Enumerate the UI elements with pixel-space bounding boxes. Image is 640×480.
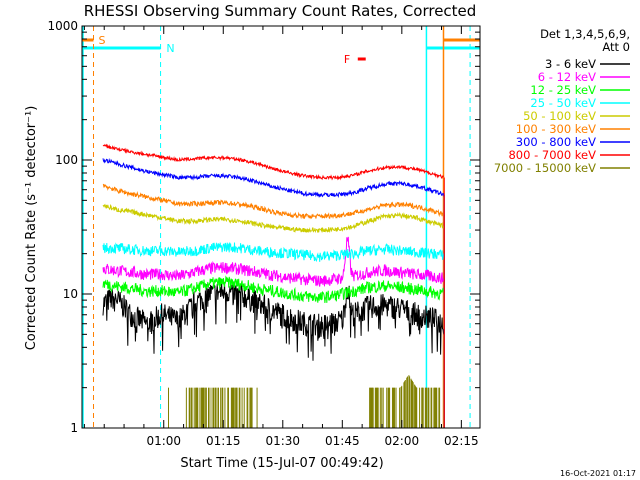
x-tick-label: 02:15 (444, 434, 479, 448)
x-tick-label: 01:15 (206, 434, 241, 448)
y-tick-label: 100 (55, 153, 78, 167)
legend-label: 12 - 25 keV (530, 83, 596, 97)
legend-label: 7000 - 15000 keV (494, 161, 596, 175)
x-tick-label: 01:00 (146, 434, 181, 448)
series-7000-15000keV (168, 375, 441, 428)
x-axis-ticks: 01:00 01:15 01:30 01:45 02:00 02:15 (83, 26, 479, 448)
plot-frame (81, 25, 481, 429)
x-tick-label: 02:00 (385, 434, 420, 448)
legend-label: 25 - 50 keV (530, 96, 596, 110)
legend-label: 800 - 7000 keV (508, 148, 596, 162)
legend-label: 6 - 12 keV (538, 70, 596, 84)
y-axis-ticks: 1 10 100 1000 (47, 19, 480, 435)
night-flag-label: N (166, 42, 174, 55)
plot-timestamp: 16-Oct-2021 01:17 (560, 469, 636, 478)
x-tick-label: 01:30 (265, 434, 300, 448)
saa-flag-label: S (99, 34, 106, 47)
legend-label: 50 - 100 keV (523, 109, 596, 123)
series-line (102, 157, 445, 199)
legend-header: Det 1,3,4,5,6,9, (540, 27, 630, 41)
series-line (102, 143, 444, 181)
chart-title: RHESSI Observing Summary Count Rates, Co… (84, 2, 477, 20)
series-line (102, 275, 445, 303)
series-line (102, 203, 445, 234)
y-tick-label: 10 (63, 287, 78, 301)
y-axis-label: Corrected Count Rate (s⁻¹ detector⁻¹) (24, 106, 39, 351)
legend-attenuator: Att 0 (602, 40, 630, 54)
series-800-7000keV (102, 143, 445, 428)
series-line (102, 236, 445, 287)
legend-label: 100 - 300 keV (516, 122, 596, 136)
x-tick-label: 01:45 (325, 434, 360, 448)
y-tick-label: 1 (70, 421, 78, 435)
flare-flag-label: F (344, 53, 350, 66)
plot-area: N S F (81, 25, 481, 429)
x-axis-label: Start Time (15-Jul-07 00:49:42) (180, 456, 383, 471)
legend-label: 3 - 6 keV (545, 57, 596, 71)
y-tick-label: 1000 (47, 19, 78, 33)
legend-label: 300 - 800 keV (516, 135, 596, 149)
series-line (102, 183, 445, 220)
series-line (102, 281, 445, 361)
series-line (102, 242, 445, 263)
